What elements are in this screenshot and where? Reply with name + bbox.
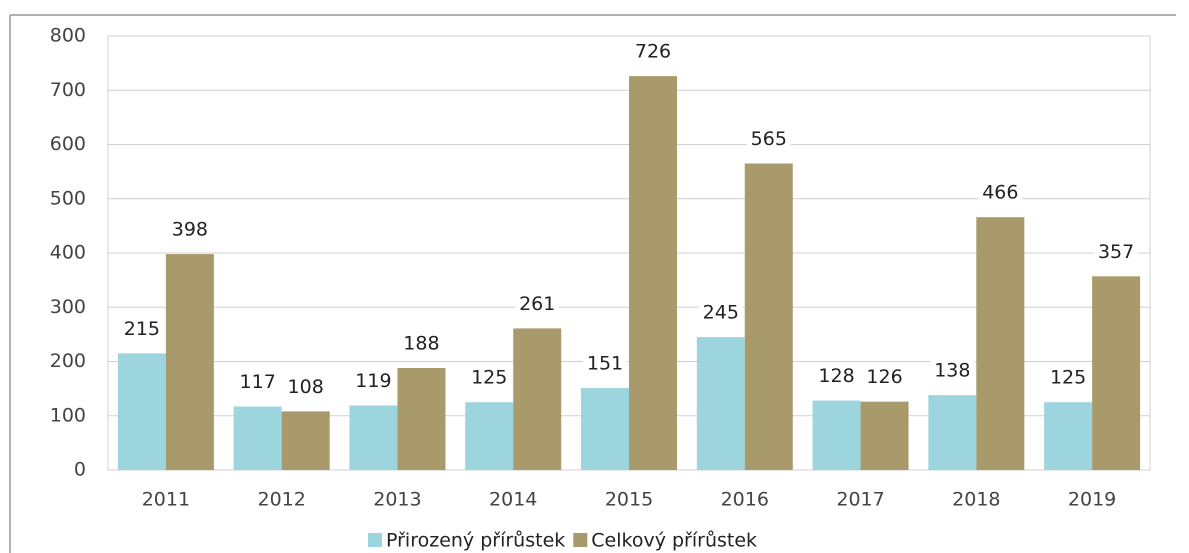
x-tick-label: 2017 — [836, 489, 884, 511]
bar — [1092, 276, 1141, 470]
value-label: 125 — [471, 367, 507, 389]
legend-swatch — [573, 533, 588, 547]
bar — [513, 328, 562, 470]
value-label: 261 — [519, 293, 555, 315]
value-label-bg — [283, 374, 328, 401]
bar — [744, 163, 793, 471]
legend-label: Celkový přírůstek — [591, 530, 757, 552]
value-label-bg — [399, 331, 444, 358]
bar — [860, 401, 909, 470]
bar — [812, 400, 861, 470]
value-label: 119 — [355, 370, 391, 392]
y-tick-label: 500 — [50, 187, 86, 209]
value-label: 138 — [934, 360, 970, 382]
value-label-bg — [515, 291, 560, 318]
bar — [976, 217, 1025, 470]
bar — [233, 406, 282, 470]
value-label: 128 — [818, 365, 854, 387]
value-label: 125 — [1050, 367, 1086, 389]
value-label: 108 — [288, 376, 324, 398]
x-tick-label: 2015 — [605, 489, 653, 511]
value-label: 151 — [587, 353, 623, 375]
bar — [397, 368, 446, 470]
value-label-bg — [351, 368, 396, 395]
bar — [629, 76, 677, 471]
value-label-bg — [930, 358, 975, 385]
value-label: 117 — [240, 371, 276, 393]
x-tick-label: 2019 — [1068, 489, 1116, 511]
legend-swatch — [368, 533, 382, 547]
value-label-bg — [978, 180, 1023, 207]
value-label: 565 — [751, 128, 787, 150]
value-label-bg — [862, 364, 907, 391]
bar — [349, 405, 398, 470]
y-tick-label: 600 — [50, 133, 86, 155]
bar — [465, 402, 514, 470]
x-tick-label: 2018 — [952, 489, 1000, 511]
y-tick-label: 100 — [50, 404, 86, 426]
value-label-bg — [746, 126, 791, 153]
y-tick-label: 700 — [50, 79, 86, 101]
value-label: 357 — [1098, 241, 1134, 263]
value-label-bg — [467, 365, 512, 392]
value-label-bg — [235, 369, 280, 396]
x-tick-label: 2014 — [489, 489, 537, 511]
y-tick-label: 200 — [50, 350, 86, 372]
value-label: 466 — [982, 182, 1018, 204]
value-label-bg — [119, 316, 164, 343]
x-tick-label: 2012 — [257, 489, 305, 511]
value-label-bg — [583, 351, 627, 378]
bar — [281, 411, 330, 470]
legend-label: Přirozený přírůstek — [386, 530, 565, 552]
y-tick-label: 400 — [50, 242, 86, 264]
value-label-bg — [167, 217, 212, 244]
x-tick-label: 2013 — [373, 489, 421, 511]
y-tick-label: 800 — [50, 25, 86, 47]
value-label-bg — [1046, 365, 1091, 392]
value-label: 726 — [635, 41, 671, 63]
value-label-bg — [814, 363, 859, 390]
bar — [696, 337, 745, 470]
bar — [581, 388, 629, 470]
value-label: 126 — [866, 366, 902, 388]
x-tick-label: 2016 — [721, 489, 769, 511]
value-label-bg — [1094, 239, 1139, 266]
bar — [1044, 402, 1093, 470]
bar — [165, 254, 214, 470]
value-label: 398 — [172, 219, 208, 241]
value-label: 188 — [403, 333, 439, 355]
y-tick-label: 300 — [50, 296, 86, 318]
bar — [117, 353, 166, 470]
y-tick-label: 0 — [74, 459, 86, 481]
value-label: 215 — [124, 318, 160, 340]
value-label: 245 — [703, 302, 739, 324]
x-tick-label: 2011 — [142, 489, 190, 511]
value-label-bg — [631, 39, 675, 66]
bar — [928, 395, 977, 470]
value-label-bg — [698, 300, 743, 327]
